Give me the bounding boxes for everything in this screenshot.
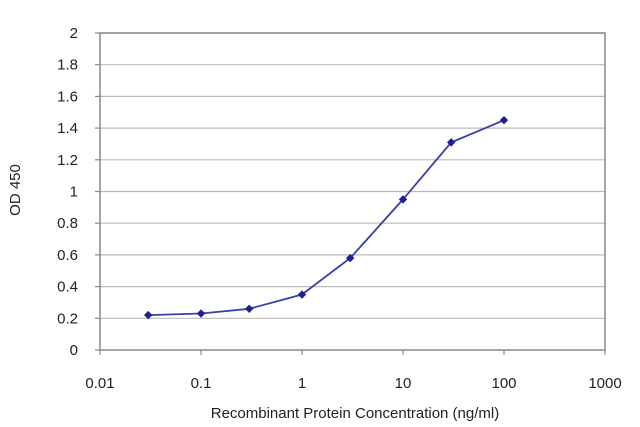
data-point-marker bbox=[398, 195, 408, 204]
y-tick-label: 0.8 bbox=[57, 215, 78, 232]
y-tick-label: 1.2 bbox=[57, 152, 78, 169]
x-tick-label: 10 bbox=[395, 375, 412, 392]
gridlines bbox=[100, 32, 605, 319]
x-tick-label: 1000 bbox=[588, 375, 621, 392]
data-point-marker bbox=[244, 304, 254, 313]
data-point-marker bbox=[196, 309, 206, 318]
data-point-marker bbox=[345, 253, 355, 263]
x-tick-label: 100 bbox=[491, 375, 516, 392]
x-axis-ticks: 0.01 0.1 1 10 100 1000 bbox=[85, 350, 622, 392]
y-tick-label: 0 bbox=[70, 342, 78, 359]
y-tick-label: 1.6 bbox=[57, 88, 78, 105]
y-tick-label: 1.8 bbox=[57, 57, 78, 74]
x-tick-label: 0.1 bbox=[191, 375, 212, 392]
data-point-marker bbox=[499, 115, 509, 125]
x-tick-label: 0.01 bbox=[85, 375, 114, 392]
y-tick-label: 0.6 bbox=[57, 247, 78, 264]
x-axis-title: Recombinant Protein Concentration (ng/ml… bbox=[211, 405, 499, 422]
series-line bbox=[148, 119, 505, 316]
y-tick-label: 0.2 bbox=[57, 310, 78, 327]
y-tick-label: 0.4 bbox=[57, 279, 78, 296]
y-tick-label: 2 bbox=[70, 25, 78, 42]
data-point-marker bbox=[143, 310, 153, 320]
data-point-marker bbox=[446, 138, 456, 147]
series-markers bbox=[143, 115, 509, 320]
y-axis-title: OD 450 bbox=[7, 164, 24, 216]
x-tick-label: 1 bbox=[298, 375, 306, 392]
y-axis-ticks: 0 0.2 0.4 0.6 0.8 1 1.2 1.4 1.6 1.8 2 bbox=[57, 25, 100, 359]
y-tick-label: 1 bbox=[70, 184, 78, 201]
data-point-marker bbox=[297, 290, 307, 299]
y-tick-label: 1.4 bbox=[57, 120, 78, 137]
